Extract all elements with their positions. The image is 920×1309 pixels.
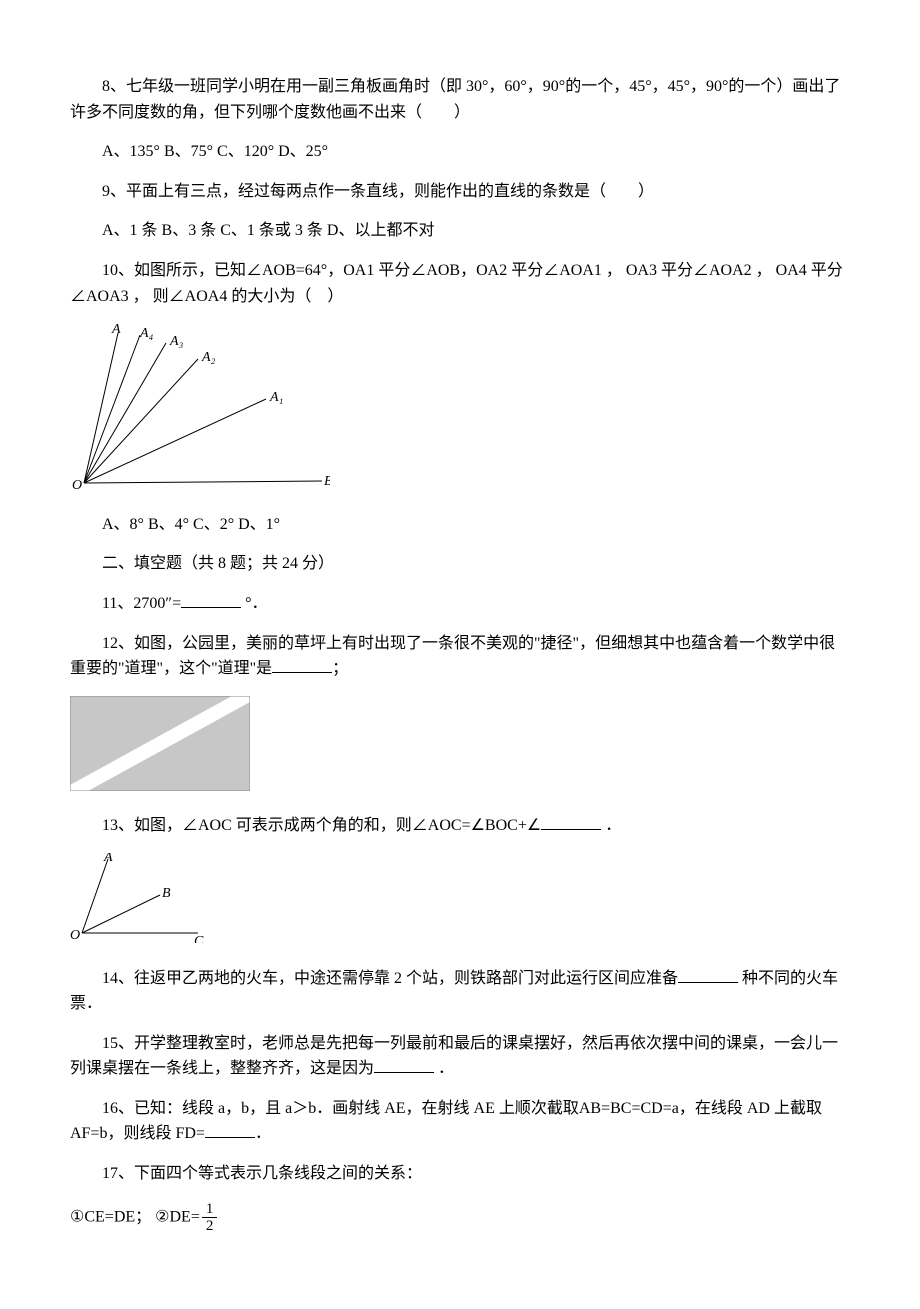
question-17-line1: 17、下面四个等式表示几条线段之间的关系： <box>70 1161 850 1187</box>
svg-text:A₄: A₄ <box>139 326 154 341</box>
question-16-suffix: ． <box>255 1125 271 1142</box>
svg-text:O: O <box>72 478 82 493</box>
question-15-blank <box>374 1056 434 1073</box>
svg-text:A₁: A₁ <box>269 390 283 405</box>
question-15: 15、开学整理教室时，老师总是先把每一列最前和最后的课桌摆好，然后再依次摆中间的… <box>70 1031 850 1082</box>
svg-text:O: O <box>70 928 80 943</box>
question-13-prefix: 13、如图，∠AOC 可表示成两个角的和，则∠AOC=∠BOC+∠ <box>102 817 541 834</box>
question-9-text: 9、平面上有三点，经过每两点作一条直线，则能作出的直线的条数是（ ） <box>70 179 850 205</box>
question-12-blank <box>272 656 332 673</box>
question-15-suffix: ． <box>434 1060 454 1077</box>
question-16-blank <box>205 1121 255 1138</box>
question-17-line2-prefix: ①CE=DE； ②DE= <box>70 1208 200 1225</box>
fraction-den: 2 <box>202 1218 218 1235</box>
question-10-options: A、8° B、4° C、2° D、1° <box>70 512 850 538</box>
svg-text:A₃: A₃ <box>169 334 184 349</box>
question-11-blank <box>181 591 241 608</box>
question-16-prefix: 16、已知：线段 a，b，且 a＞b．画射线 AE，在射线 AE 上顺次截取AB… <box>70 1100 822 1143</box>
question-16: 16、已知：线段 a，b，且 a＞b．画射线 AE，在射线 AE 上顺次截取AB… <box>70 1096 850 1147</box>
fraction-num: 1 <box>202 1201 218 1219</box>
question-13-suffix: ． <box>601 817 621 834</box>
svg-text:A₂: A₂ <box>201 350 216 365</box>
question-13: 13、如图，∠AOC 可表示成两个角的和，则∠AOC=∠BOC+∠ ． <box>70 813 850 839</box>
question-12: 12、如图，公园里，美丽的草坪上有时出现了一条很不美观的"捷径"，但细想其中也蕴… <box>70 631 850 682</box>
svg-text:A: A <box>111 323 121 337</box>
question-14-prefix: 14、往返甲乙两地的火车，中途还需停靠 2 个站，则铁路部门对此运行区间应准备 <box>102 970 678 987</box>
question-12-prefix: 12、如图，公园里，美丽的草坪上有时出现了一条很不美观的"捷径"，但细想其中也蕴… <box>70 635 835 678</box>
question-12-suffix: ； <box>332 660 348 677</box>
svg-text:B: B <box>162 886 171 901</box>
question-14: 14、往返甲乙两地的火车，中途还需停靠 2 个站，则铁路部门对此运行区间应准备 … <box>70 966 850 1017</box>
question-14-blank <box>678 966 738 983</box>
question-9-options: A、1 条 B、3 条 C、1 条或 3 条 D、以上都不对 <box>70 218 850 244</box>
question-8-text: 8、七年级一班同学小明在用一副三角板画角时（即 30°，60°，90°的一个，4… <box>70 74 850 125</box>
svg-text:A: A <box>103 853 113 865</box>
svg-text:C: C <box>194 934 204 943</box>
question-11: 11、2700″= °． <box>70 591 850 617</box>
question-12-figure <box>70 696 850 800</box>
question-11-prefix: 11、2700″= <box>102 595 181 612</box>
question-17-line2: ①CE=DE； ②DE=12 <box>70 1201 850 1235</box>
question-10-text: 10、如图所示，已知∠AOB=64°，OA1 平分∠AOB，OA2 平分∠AOA… <box>70 258 850 309</box>
question-10-figure: O B A A₁ A₂ A₃ A₄ <box>70 323 850 502</box>
question-8-options: A、135° B、75° C、120° D、25° <box>70 139 850 165</box>
question-11-suffix: °． <box>241 595 267 612</box>
section-2-header: 二、填空题（共 8 题；共 24 分） <box>70 551 850 577</box>
question-13-blank <box>541 813 601 830</box>
question-13-figure: O A B C <box>70 853 850 952</box>
fraction-half: 12 <box>202 1201 218 1235</box>
svg-text:B: B <box>324 474 330 489</box>
